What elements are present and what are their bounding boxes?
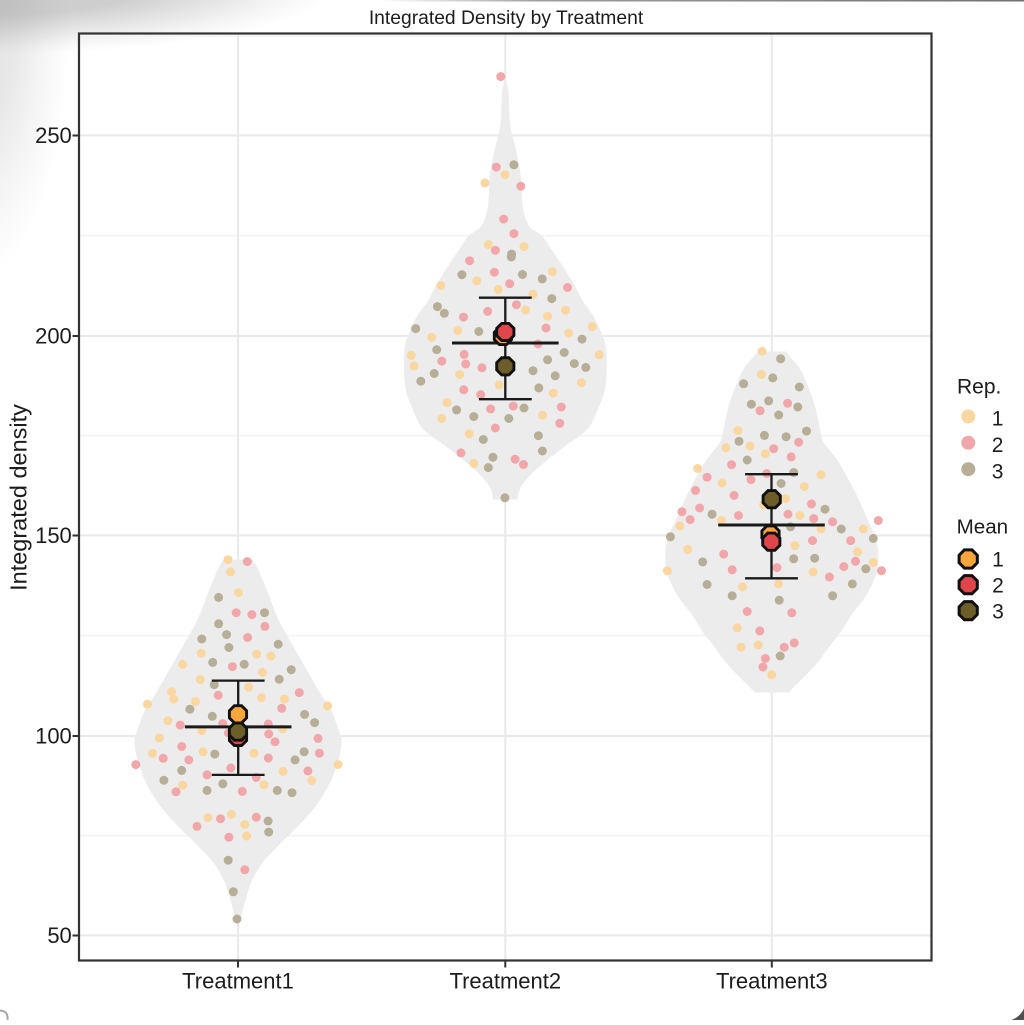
svg-text:1: 1	[992, 549, 1004, 572]
svg-text:Treatment2: Treatment2	[449, 969, 561, 994]
svg-text:3: 3	[992, 460, 1004, 483]
svg-text:Rep.: Rep.	[957, 376, 1001, 399]
svg-text:Treatment1: Treatment1	[182, 969, 294, 994]
svg-text:Integrated Density by Treatmen: Integrated Density by Treatment	[369, 8, 644, 29]
svg-text:Mean: Mean	[957, 516, 1009, 539]
svg-text:Treatment3: Treatment3	[716, 969, 828, 994]
svg-text:2: 2	[992, 434, 1004, 457]
svg-text:200: 200	[35, 324, 72, 349]
svg-text:3: 3	[992, 600, 1004, 623]
svg-text:150: 150	[35, 523, 72, 548]
svg-text:Integrated density: Integrated density	[6, 404, 32, 591]
svg-text:1: 1	[992, 408, 1004, 431]
svg-text:100: 100	[35, 724, 72, 749]
svg-text:250: 250	[35, 123, 72, 148]
svg-text:50: 50	[47, 923, 71, 948]
svg-text:2: 2	[992, 574, 1004, 597]
